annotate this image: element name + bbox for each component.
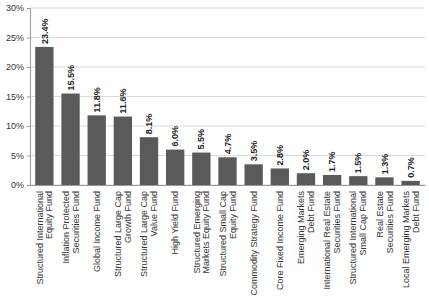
bar (375, 177, 393, 185)
data-label: 3.5% (249, 141, 259, 162)
x-tick: Structured Large CapGrowth Fund (113, 185, 133, 277)
y-tick-label: 20% (6, 62, 24, 72)
x-tick-label: International Real EstateSecurities Fund (322, 191, 342, 290)
x-tick-label: Commodity Strategy Fund (249, 191, 259, 296)
y-tick-mark (27, 97, 30, 98)
grid-line (30, 96, 425, 97)
grid-line (30, 67, 425, 68)
bar (88, 115, 106, 185)
data-label: 4.7% (223, 134, 233, 155)
data-label: 11.6% (118, 89, 128, 114)
y-tick: 10% (6, 121, 30, 131)
data-label: 0.7% (406, 157, 416, 178)
x-tick-label: Emerging MarketsDebt Fund (296, 191, 316, 265)
bar (192, 153, 210, 185)
bar (349, 176, 367, 185)
data-label: 5.5% (196, 129, 206, 150)
bar (271, 168, 289, 185)
bar (114, 117, 132, 185)
plot: 0% 5% 10% 15% 20% 25% 30% Structured Internatio… (6, 3, 426, 295)
x-tick: Structured EmergingMarkets Equity Fund (192, 185, 212, 274)
y-tick-mark (27, 156, 30, 157)
x-tick-label: Structured EmergingMarkets Equity Fund (192, 191, 212, 274)
x-tick: Structured Large CapValue Fund (139, 185, 159, 277)
x-tick: Real EstateSecurities Fund (375, 185, 395, 254)
data-label: 23.4% (40, 18, 50, 44)
x-tick: Structured InternationalSmall Cap Fund (348, 185, 368, 285)
bar (218, 157, 236, 185)
y-tick: 5% (11, 151, 30, 161)
x-tick: Structured Small CapEquity Fund (218, 185, 238, 277)
y-tick-label: 30% (6, 3, 24, 13)
data-label: 8.1% (144, 114, 154, 135)
grid-line (30, 8, 425, 9)
data-label: 1.5% (353, 153, 363, 174)
data-label: 1.3% (380, 154, 390, 175)
bar (35, 47, 53, 185)
data-labels: 23.4% 15.5% 11.8% 11.6% 8.1% 6.0% 5.5% 4.7% 3.5%… (40, 18, 416, 177)
data-label: 6.0% (170, 126, 180, 147)
x-tick-label: Structured InternationalSmall Cap Fund (348, 191, 368, 285)
data-label: 15.5% (66, 65, 76, 91)
data-label: 2.8% (275, 145, 285, 166)
x-tick-label: Real EstateSecurities Fund (375, 191, 395, 254)
y-tick-label: 25% (6, 33, 24, 43)
chart: 0% 5% 10% 15% 20% 25% 30% Structured Internatio… (0, 0, 429, 305)
x-tick-label: Structured Large CapValue Fund (139, 191, 159, 277)
y-tick: 20% (6, 62, 30, 72)
y-tick: 30% (6, 3, 30, 13)
x-tick-label: Global Income Fund (92, 191, 102, 272)
data-label: 11.8% (92, 87, 102, 112)
bar (245, 164, 263, 185)
bar (166, 150, 184, 185)
bars (35, 47, 420, 185)
x-tick: Commodity Strategy Fund (249, 185, 259, 296)
bar (61, 94, 79, 185)
grid-line (30, 37, 425, 38)
y-tick-label: 0% (11, 180, 24, 190)
y-tick-mark (27, 38, 30, 39)
y-tick-label: 15% (6, 92, 24, 102)
x-tick: Global Income Fund (92, 185, 102, 272)
y-tick: 0% (11, 180, 30, 190)
y-tick-label: 5% (11, 151, 24, 161)
x-tick: High Yield Fund (170, 185, 180, 255)
bar (140, 137, 158, 185)
y-axis: 0% 5% 10% 15% 20% 25% 30% (6, 3, 31, 190)
y-tick-mark (27, 185, 30, 186)
bar (297, 173, 315, 185)
y-tick-label: 10% (6, 121, 24, 131)
bar (323, 175, 341, 185)
x-tick: Core Fixed Income Fund (275, 185, 285, 290)
x-tick: Inflation ProtectedSecurities Fund (61, 185, 81, 264)
x-tick-label: Core Fixed Income Fund (275, 191, 285, 290)
y-tick-mark (27, 67, 30, 68)
x-tick-label: High Yield Fund (170, 191, 180, 255)
grid (30, 8, 425, 185)
x-axis: Structured InternationalEquity Fund Infla… (31, 185, 426, 296)
y-tick: 15% (6, 92, 30, 102)
x-tick-label: Structured Large CapGrowth Fund (113, 191, 133, 277)
x-axis-line (31, 185, 426, 186)
x-tick-label: Structured InternationalEquity Fund (35, 191, 55, 285)
y-axis-line (27, 9, 31, 186)
y-tick: 25% (6, 33, 30, 43)
x-tick: Local Emerging MarketsDebt Fund (401, 185, 421, 288)
data-label: 2.0% (301, 150, 311, 171)
x-tick: Structured InternationalEquity Fund (35, 185, 55, 285)
x-tick-label: Local Emerging MarketsDebt Fund (401, 191, 421, 289)
x-tick-label: Inflation ProtectedSecurities Fund (61, 191, 81, 264)
bar (401, 181, 419, 185)
y-tick-mark (27, 8, 30, 9)
x-tick-label: Structured Small CapEquity Fund (218, 191, 238, 277)
x-tick: Emerging MarketsDebt Fund (296, 185, 316, 264)
data-label: 1.7% (327, 151, 337, 172)
y-tick-mark (27, 126, 30, 127)
x-tick: International Real EstateSecurities Fund (322, 185, 342, 290)
